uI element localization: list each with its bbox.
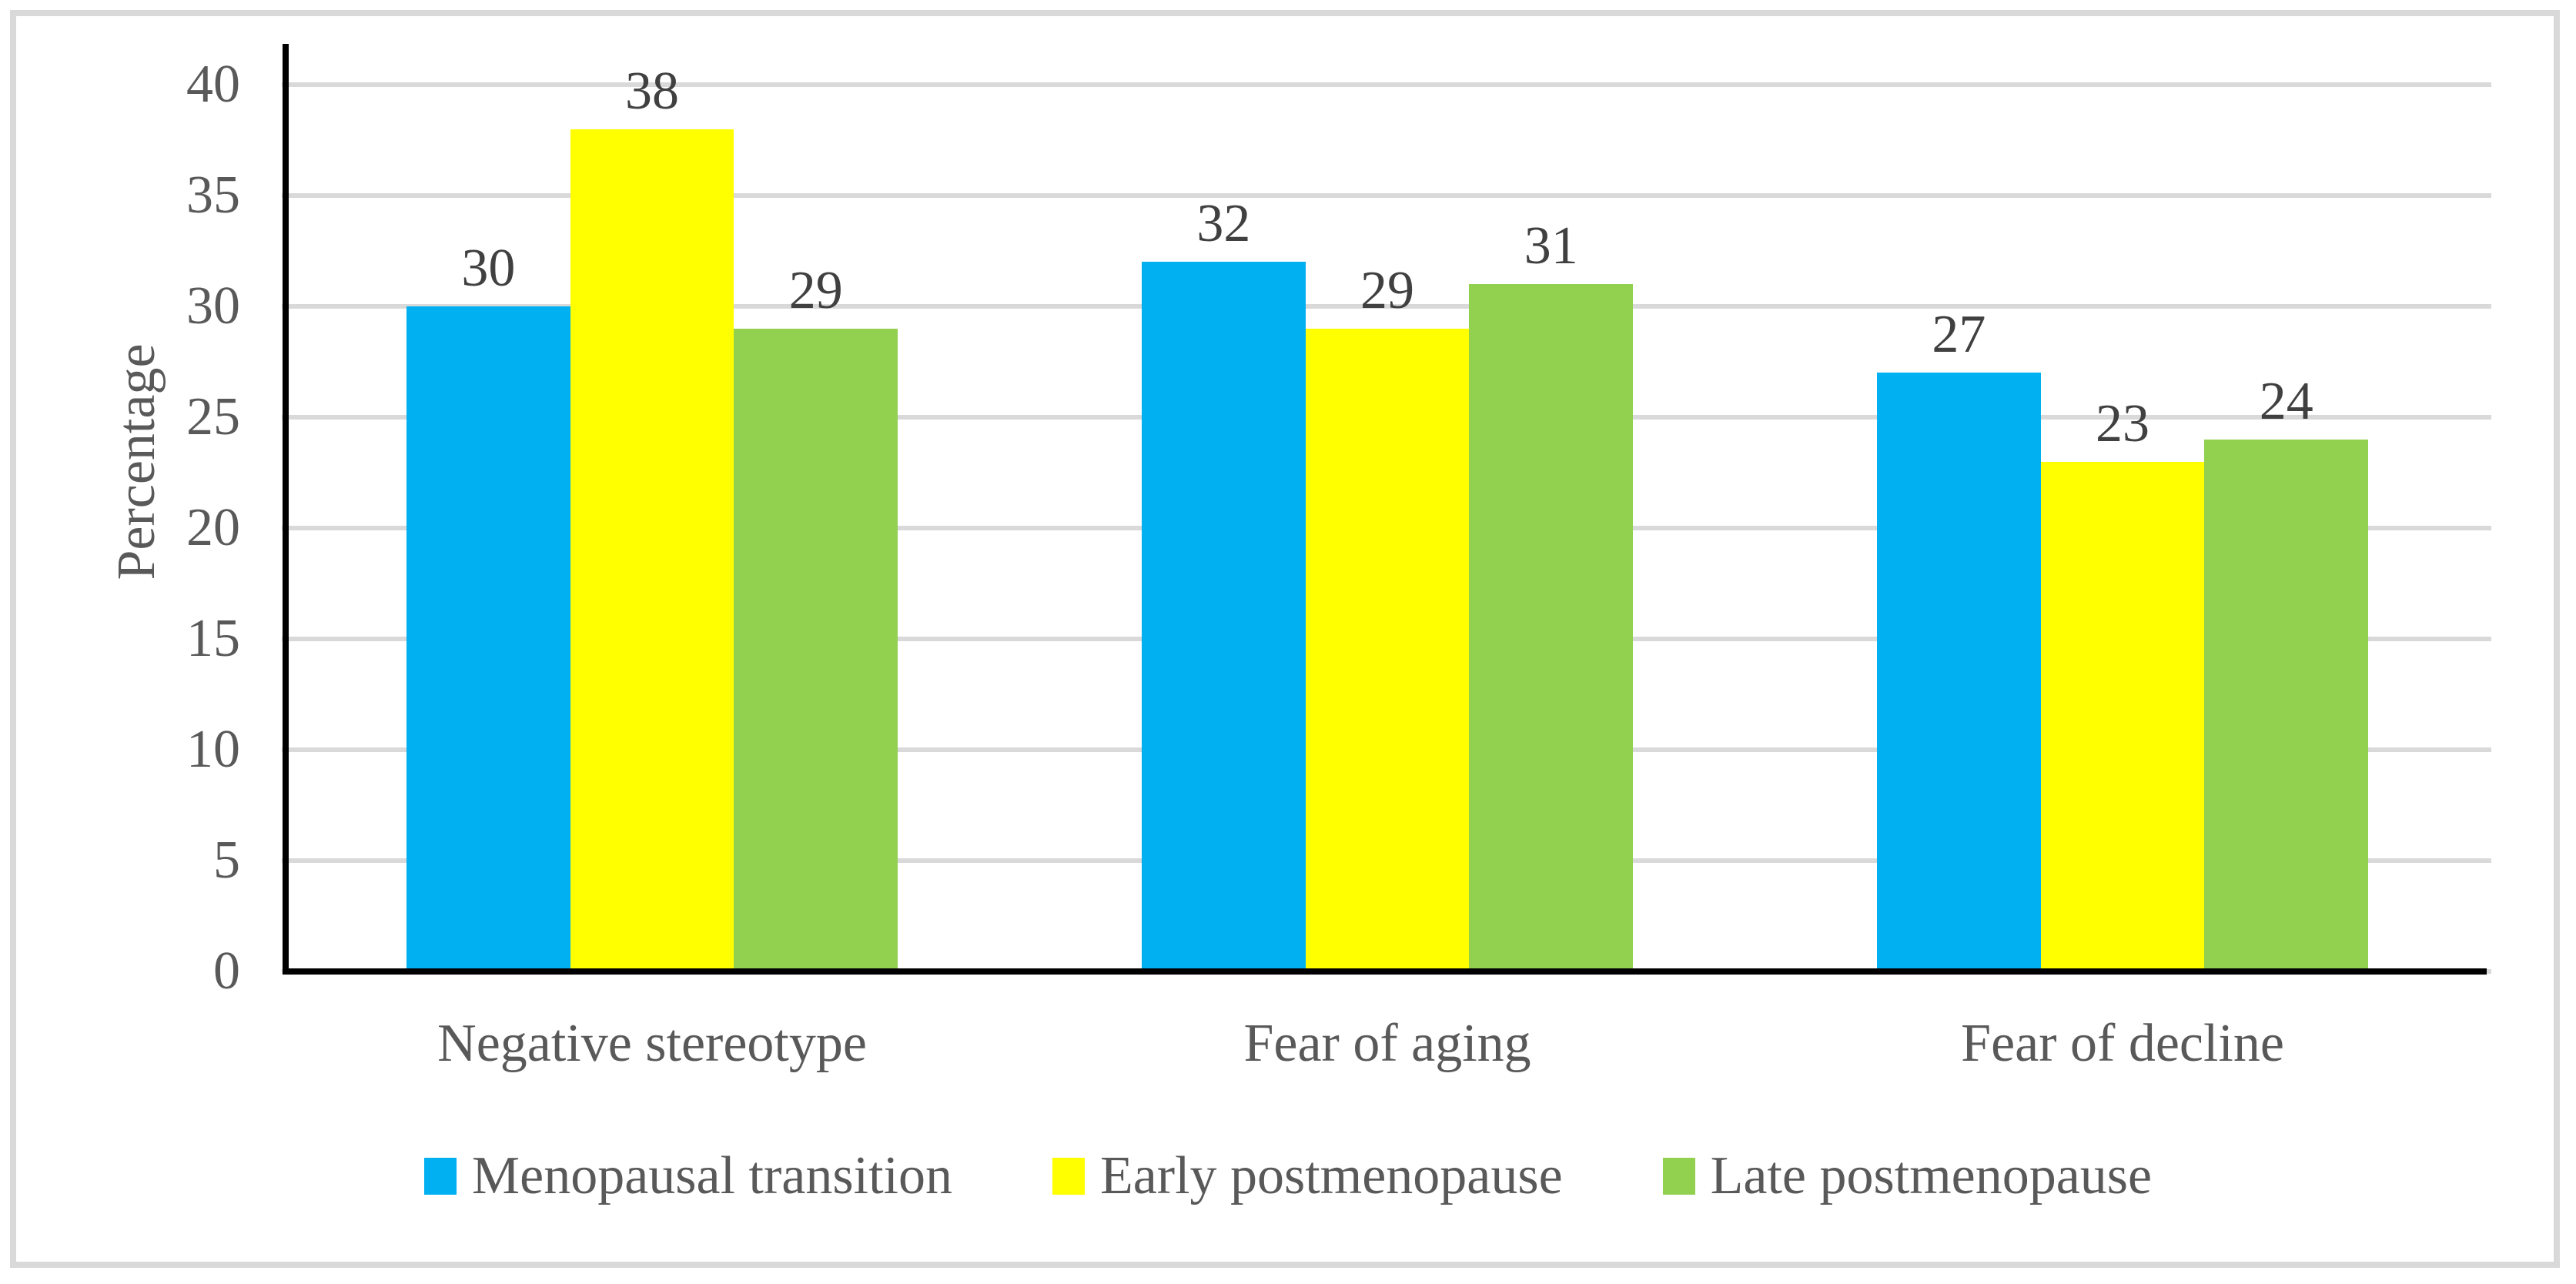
y-axis-title: Percentage <box>107 343 166 580</box>
y-tick-label-10: 10 <box>186 720 240 779</box>
bar-menopausal-transition-1 <box>406 306 570 971</box>
legend-swatch-icon <box>1052 1158 1085 1195</box>
legend-item-late-postmenopause: Late postmenopause <box>1662 1145 2153 1207</box>
y-tick-label-35: 35 <box>186 166 240 225</box>
data-label: 29 <box>1360 260 1415 320</box>
data-label: 38 <box>625 61 680 121</box>
bar-menopausal-transition-3 <box>1877 373 2041 971</box>
gridline-40 <box>282 82 2491 87</box>
legend-label: Menopausal transition <box>471 1146 952 1205</box>
legend-item-menopausal-transition: Menopausal transition <box>423 1145 952 1207</box>
y-tick-label-30: 30 <box>186 276 240 336</box>
legend-label: Early postmenopause <box>1099 1146 1563 1205</box>
category-label-3: Fear of decline <box>1961 1014 2284 1073</box>
legend-swatch-icon <box>1662 1158 1695 1195</box>
y-tick-label-5: 5 <box>213 831 240 890</box>
y-tick-label-15: 15 <box>186 609 240 668</box>
figure-border <box>10 10 2560 1268</box>
bar-early-postmenopause-2 <box>1305 328 1470 971</box>
y-tick-label-40: 40 <box>186 55 240 114</box>
bar-late-postmenopause-3 <box>2204 439 2369 971</box>
x-axis-line <box>283 968 2487 975</box>
gridline-30 <box>282 304 2491 309</box>
data-label: 31 <box>1524 216 1578 276</box>
legend: Menopausal transition Early postmenopause… <box>0 1145 2576 1207</box>
data-label: 30 <box>461 239 516 298</box>
legend-item-early-postmenopause: Early postmenopause <box>1052 1145 1563 1207</box>
y-axis-line <box>283 44 289 975</box>
data-label: 23 <box>2096 393 2150 453</box>
legend-label: Late postmenopause <box>1710 1146 2153 1205</box>
bar-early-postmenopause-1 <box>570 129 734 971</box>
bar-late-postmenopause-2 <box>1469 284 1634 971</box>
data-label: 32 <box>1196 194 1251 254</box>
y-tick-label-25: 25 <box>186 387 240 446</box>
legend-swatch-icon <box>423 1158 457 1195</box>
data-label: 27 <box>1932 305 1986 365</box>
data-label: 24 <box>2259 371 2313 431</box>
bar-early-postmenopause-3 <box>2040 461 2205 971</box>
gridline-35 <box>282 193 2491 198</box>
bar-late-postmenopause-1 <box>734 328 898 971</box>
category-label-2: Fear of aging <box>1243 1014 1531 1073</box>
y-tick-label-20: 20 <box>186 498 240 557</box>
data-label: 29 <box>788 260 843 320</box>
y-tick-label-0: 0 <box>213 941 240 1001</box>
bar-menopausal-transition-2 <box>1142 262 1306 971</box>
category-label-1: Negative stereotype <box>437 1014 867 1073</box>
